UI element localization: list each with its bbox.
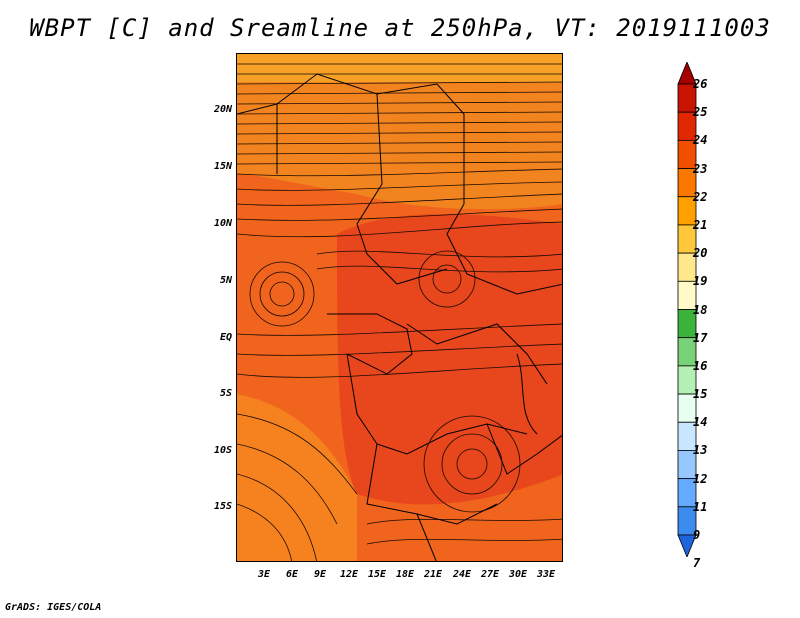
country-borders [237, 73, 562, 561]
streamlines [237, 63, 562, 561]
colorbar-label: 22 [693, 189, 708, 204]
colorbar-label: 11 [693, 499, 708, 514]
lat-label-10n: 10N [213, 218, 232, 229]
colorbar-label: 7 [693, 556, 701, 571]
lon-label-6e: 6E [285, 569, 299, 580]
lon-label-12e: 12E [339, 569, 359, 580]
colorbar-label: 24 [693, 133, 708, 148]
lon-label-3e: 3E [257, 569, 271, 580]
lon-label-15e: 15E [367, 569, 387, 580]
lat-label-15s: 15S [213, 501, 232, 512]
colorbar-label: 16 [693, 358, 708, 373]
colorbar [677, 62, 697, 557]
colorbar-label: 15 [693, 387, 708, 402]
colorbar-label: 18 [693, 302, 708, 317]
colorbar-label: 26 [693, 77, 708, 91]
lon-label-27e: 27E [480, 569, 500, 580]
lat-label-5s: 5S [219, 388, 232, 399]
colorbar-bottom-triangle [677, 534, 697, 557]
colorbar-label: 13 [693, 443, 708, 458]
footer-credit: GrADS: IGES/COLA [5, 602, 102, 613]
colorbar-label: 17 [693, 330, 708, 345]
lon-label-24e: 24E [452, 569, 472, 580]
streamline-map [237, 54, 562, 561]
lat-label-20n: 20N [213, 104, 232, 115]
field-warm-core [337, 214, 562, 505]
lat-label-5n: 5N [219, 275, 232, 286]
field-band-north [237, 54, 562, 82]
lat-label-10s: 10S [213, 445, 232, 456]
colorbar-label: 12 [693, 471, 708, 486]
colorbar-label: 9 [693, 528, 701, 542]
colorbar-label: 19 [693, 274, 708, 289]
colorbar-label: 14 [693, 415, 708, 430]
lon-label-33e: 33E [536, 569, 556, 580]
map-title: WBPT [C] and Sreamline at 250hPa, VT: 20… [29, 14, 771, 42]
colorbar-label: 25 [693, 105, 708, 120]
lon-label-30e: 30E [508, 569, 528, 580]
map-plot-area [236, 53, 563, 562]
colorbar-label: 23 [693, 161, 708, 176]
lat-label-15n: 15N [213, 161, 232, 172]
field-cool-southwest [237, 394, 357, 561]
lon-label-9e: 9E [313, 569, 327, 580]
lon-label-18e: 18E [395, 569, 415, 580]
colorbar-label: 20 [693, 246, 708, 261]
colorbar-label: 21 [693, 217, 708, 232]
lon-label-21e: 21E [423, 569, 443, 580]
lat-label-eq: EQ [219, 332, 232, 343]
